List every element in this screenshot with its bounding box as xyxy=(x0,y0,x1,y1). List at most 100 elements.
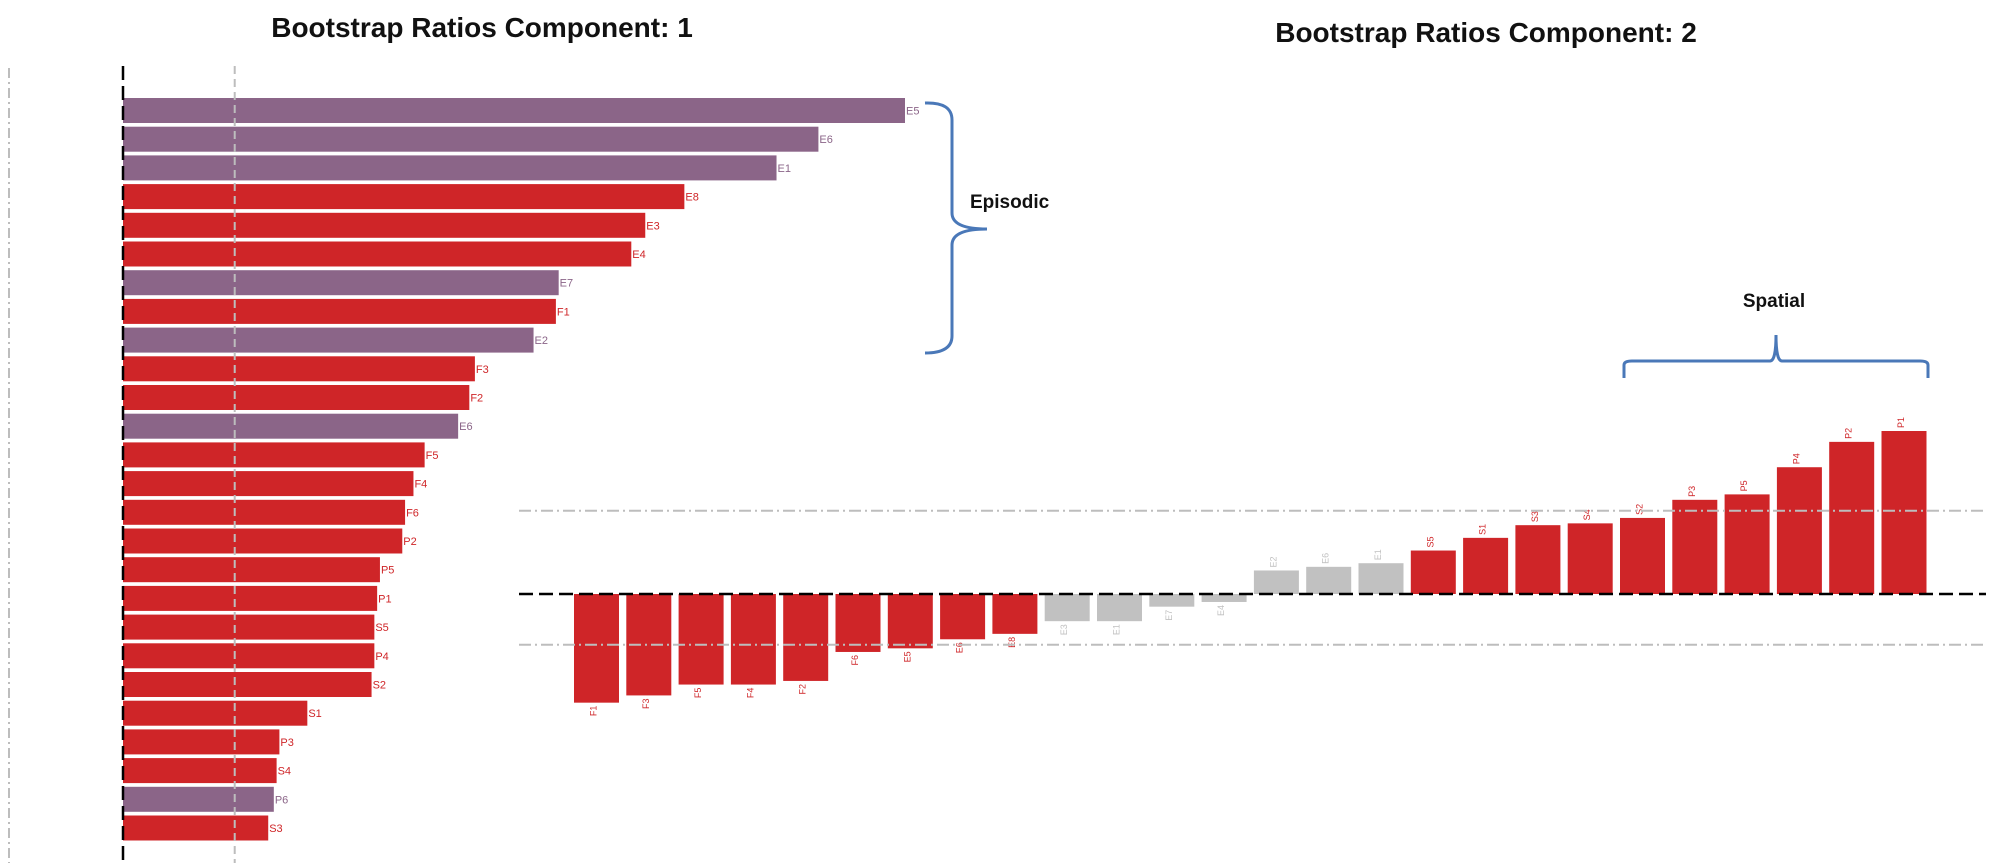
chart2-bar xyxy=(940,594,986,640)
chart1-bar-label: P4 xyxy=(375,651,388,663)
chart2-title: Bootstrap Ratios Component: 2 xyxy=(1275,17,1697,48)
chart1-bar xyxy=(123,298,556,324)
chart2-bar xyxy=(1829,441,1875,594)
chart2-bar-label: F4 xyxy=(745,688,755,699)
chart1-bar xyxy=(123,815,269,841)
chart2-bar-label: F6 xyxy=(850,655,860,666)
chart1-bar-label: E3 xyxy=(646,220,659,232)
chart1-bar-labels: E5 E6 E1 E8 E3 E4 E7 F1 E2 F3 F2 E6 F5 F4 F6 P2 P5 P1 S5 P4… xyxy=(269,106,919,836)
chart1-bar xyxy=(123,672,372,697)
chart2-bar xyxy=(1463,537,1509,594)
chart1-bar xyxy=(123,413,459,439)
chart1-bar xyxy=(123,643,375,669)
chart1-bar xyxy=(123,98,905,123)
chart2-bar xyxy=(1881,431,1927,594)
chart1-bar-label: P6 xyxy=(275,794,288,806)
spatial-brace-shape xyxy=(1622,334,1930,378)
chart1-bar-label: P3 xyxy=(280,737,293,749)
chart1-bar-label: F6 xyxy=(406,507,419,519)
chart-component-2: Bootstrap Ratios Component: 2 F1 F3 F5 F4 F2… xyxy=(519,17,1986,716)
chart1-bar-label: S3 xyxy=(269,823,282,835)
chart1-bar-label: S2 xyxy=(373,680,386,692)
chart2-bar xyxy=(1672,499,1718,594)
chart1-bar-label: E2 xyxy=(535,335,548,347)
chart2-bar xyxy=(1201,594,1247,602)
chart1-bars xyxy=(123,98,905,841)
chart1-bar xyxy=(123,700,308,726)
chart2-bar-label: S2 xyxy=(1635,504,1645,515)
chart1-bar-label: E8 xyxy=(685,192,698,204)
chart2-bar xyxy=(1515,525,1561,594)
chart1-bar xyxy=(123,786,274,812)
chart1-bar xyxy=(123,442,425,468)
chart2-bar xyxy=(1253,570,1299,594)
chart1-bar xyxy=(123,212,646,238)
episodic-brace-shape xyxy=(924,101,988,355)
chart2-bar xyxy=(1149,594,1195,607)
chart2-bar-label: S1 xyxy=(1478,524,1488,535)
chart2-bar-label: P1 xyxy=(1896,417,1906,428)
chart1-title: Bootstrap Ratios Component: 1 xyxy=(271,12,693,43)
chart2-bar xyxy=(1567,523,1613,594)
chart1-bar-label: E5 xyxy=(906,106,919,118)
chart2-bar xyxy=(1410,550,1456,594)
chart2-bar xyxy=(730,594,776,685)
chart1-bar xyxy=(123,155,777,181)
spatial-brace: Spatial xyxy=(1622,291,1930,378)
episodic-brace-label: Episodic xyxy=(970,192,1050,213)
chart2-bar-label: P2 xyxy=(1844,428,1854,439)
chart2-bar xyxy=(835,594,881,652)
chart1-bar-label: E4 xyxy=(632,249,645,261)
chart2-bars xyxy=(574,431,1927,703)
chart2-bar-label: S4 xyxy=(1582,509,1592,520)
chart2-bar xyxy=(1097,594,1142,622)
chart2-bar-label: E1 xyxy=(1373,549,1383,560)
chart1-bar xyxy=(123,356,475,382)
chart1-bar-label: E6 xyxy=(459,421,472,433)
chart1-bar xyxy=(123,528,403,554)
episodic-brace: Episodic xyxy=(924,101,1050,355)
chart1-bar xyxy=(123,758,277,784)
chart1-bar xyxy=(123,327,534,353)
chart1-bar-label: F3 xyxy=(476,364,489,376)
chart1-bar-label: F1 xyxy=(557,306,570,318)
chart-component-1: Bootstrap Ratios Component: 1 E5 E6 E1 E8 E3… xyxy=(8,12,1050,863)
chart2-bar-labels: F1 F3 F5 F4 F2 F6 E5 E6 E8 E3 E1 E7 E4 E2 E6 E1 S5 S1 S3 S4… xyxy=(589,417,1907,716)
chart1-bar-label: P5 xyxy=(381,565,394,577)
chart1-bar xyxy=(123,385,470,410)
chart1-bar-label: S4 xyxy=(278,766,291,778)
chart2-bar-label: P5 xyxy=(1739,480,1749,491)
chart2-bar xyxy=(1306,566,1352,594)
chart1-bar-label: P1 xyxy=(378,593,391,605)
chart2-bar-label: E4 xyxy=(1216,605,1226,616)
chart2-bar-label: E2 xyxy=(1268,556,1278,567)
chart2-bar-label: F1 xyxy=(589,706,599,717)
chart2-bar-label: P4 xyxy=(1791,453,1801,464)
spatial-brace-label: Spatial xyxy=(1743,291,1805,312)
chart1-bar xyxy=(123,126,819,152)
chart1-bar xyxy=(123,241,632,267)
chart1-bar-label: F2 xyxy=(470,393,483,405)
chart2-bar xyxy=(1724,494,1770,594)
chart1-bar xyxy=(123,729,280,755)
chart2-bar-label: F2 xyxy=(798,684,808,695)
chart1-bar xyxy=(123,585,378,611)
chart2-bar-label: F3 xyxy=(641,698,651,709)
chart1-bar-label: S5 xyxy=(375,622,388,634)
chart1-bar xyxy=(123,499,406,525)
chart1-bar-label: E1 xyxy=(778,163,791,175)
chart2-bar-label: S3 xyxy=(1530,511,1540,522)
chart1-bar-label: F4 xyxy=(414,479,427,491)
chart2-bar xyxy=(574,594,619,703)
chart1-bar-label: F5 xyxy=(426,450,439,462)
chart2-bar-label: E1 xyxy=(1112,624,1122,635)
chart1-bar-label: E6 xyxy=(819,134,832,146)
chart1-bar-label: S1 xyxy=(308,708,321,720)
chart2-bar-label: E5 xyxy=(902,651,912,662)
chart1-bar xyxy=(123,557,380,583)
chart2-bar xyxy=(1044,594,1090,622)
chart2-bar-label: E8 xyxy=(1007,637,1017,648)
chart2-bar xyxy=(887,594,933,649)
chart2-bar-label: P3 xyxy=(1687,486,1697,497)
